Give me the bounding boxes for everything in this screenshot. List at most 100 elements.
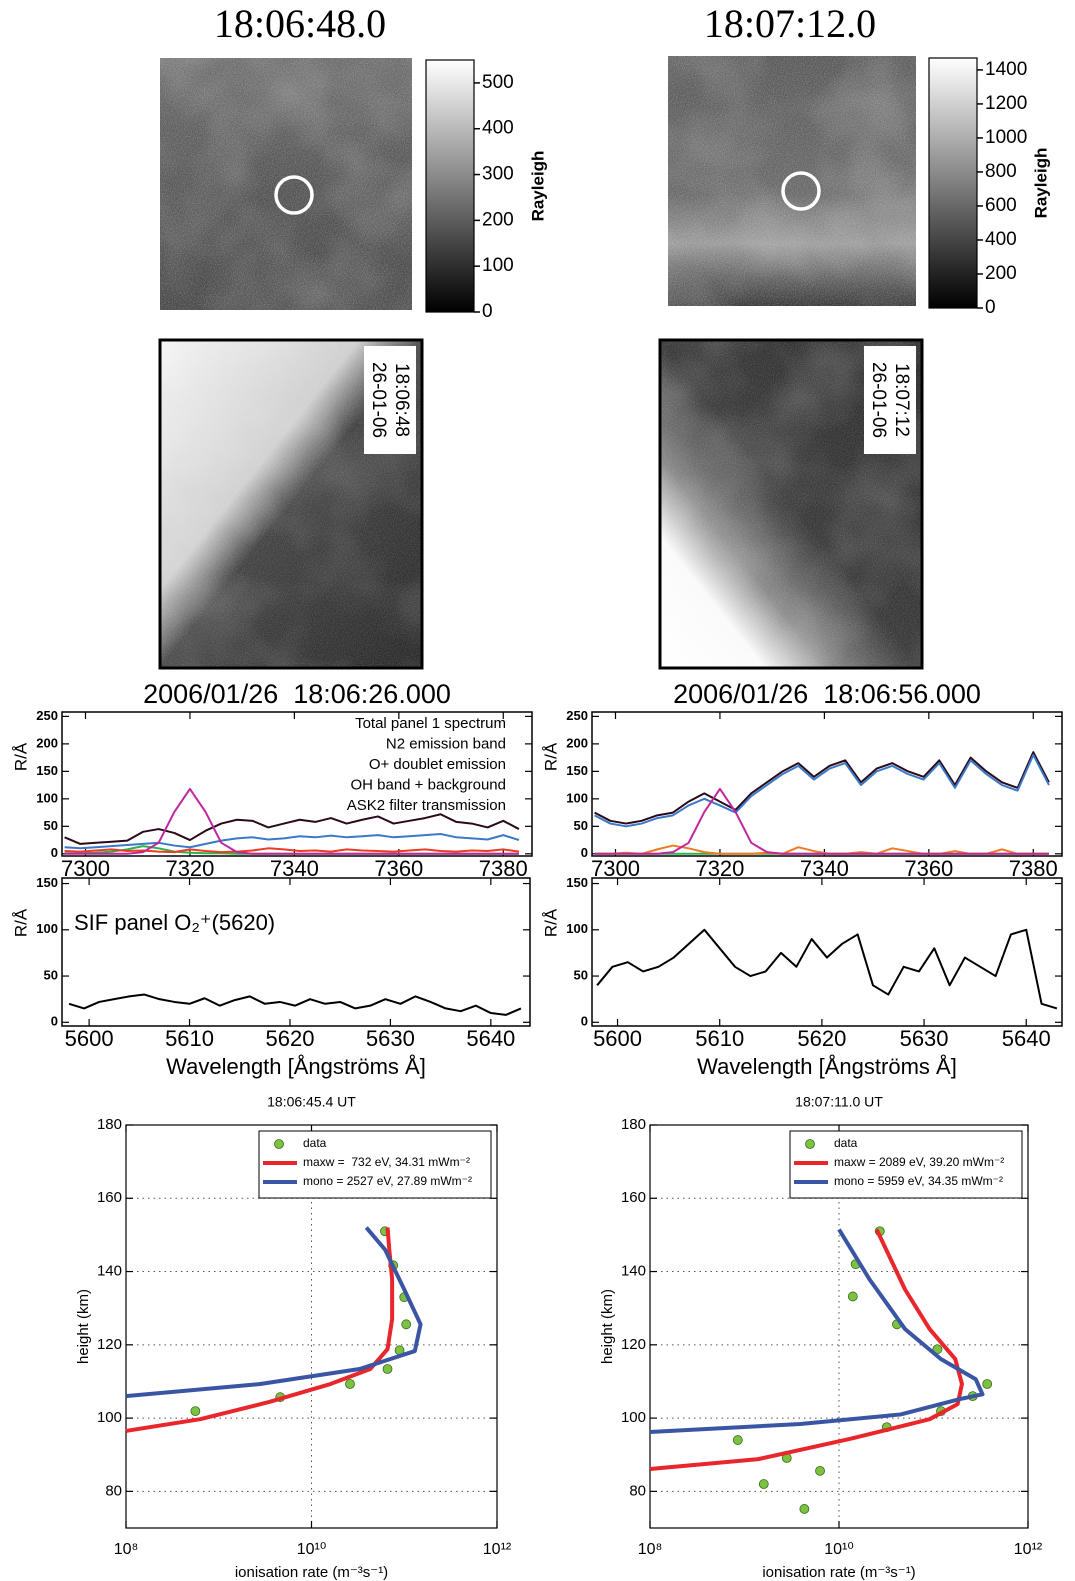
x-tick-label: 5640 [466, 1026, 515, 1051]
y-tick-label: 100 [621, 1409, 646, 1426]
data-line [596, 928, 1058, 1010]
data-point [345, 1379, 355, 1389]
colorbar-tick-label: 200 [482, 209, 514, 230]
timestamp-box [864, 346, 916, 454]
legend-entry: maxw = 732 eV, 34.31 mWm⁻² [303, 1155, 470, 1169]
y-tick-label: 140 [621, 1263, 646, 1280]
y-tick-label: 80 [629, 1482, 646, 1499]
x-axis-label: ionisation rate (m⁻³s⁻¹) [235, 1564, 388, 1581]
y-tick-label: 100 [97, 1409, 122, 1426]
y-tick-label: 200 [566, 735, 588, 750]
y-tick-label: 150 [36, 875, 58, 890]
y-tick-label: 150 [36, 763, 58, 778]
x-tick-label: 7380 [1009, 856, 1058, 881]
y-tick-label: 150 [566, 763, 588, 778]
colorbar-tick-label: 800 [985, 161, 1017, 182]
y-tick-label: 120 [621, 1336, 646, 1353]
x-axis-label: Wavelength [Ångströms Å] [697, 1054, 957, 1079]
colorbar [425, 59, 475, 313]
x-tick-label: 5630 [366, 1026, 415, 1051]
image-panel [668, 56, 916, 306]
colorbar-tick-label: 300 [482, 164, 514, 185]
timestamp-time: 18:06:48 [391, 363, 412, 437]
image-noise [160, 58, 412, 310]
panel-title: 18:07:12.0 [704, 1, 876, 46]
x-tick-label: 7340 [270, 856, 319, 881]
data-point [758, 1479, 769, 1489]
x-tick-label: 7300 [591, 856, 640, 881]
chart-title: 2006/01/26 18:06:26.000 [143, 679, 451, 709]
x-tick-label: 7360 [374, 856, 423, 881]
y-tick-label: 250 [36, 708, 58, 723]
x-tick-label: 5630 [900, 1026, 949, 1051]
image-panel [160, 58, 412, 310]
legend-entry: data [834, 1136, 858, 1150]
x-tick-label: 5620 [797, 1026, 846, 1051]
plot-frame [591, 877, 1063, 1027]
y-tick-label: 100 [36, 921, 58, 936]
y-tick-label: 140 [97, 1263, 122, 1280]
x-tick-label: 5600 [65, 1026, 114, 1051]
y-tick-label: 100 [566, 921, 588, 936]
data-line [64, 847, 520, 854]
data-line [125, 1227, 395, 1433]
data-point [382, 1364, 393, 1374]
chart-title: 18:07:11.0 UT [795, 1094, 883, 1110]
image-noise [668, 56, 916, 306]
data-point [815, 1465, 825, 1476]
legend-entry: mono = 5959 eV, 34.35 mWm⁻² [834, 1174, 1003, 1188]
data-line [594, 751, 1050, 825]
x-tick-label: 5610 [165, 1026, 214, 1051]
colorbar-tick-label: 1000 [985, 127, 1027, 148]
timestamp-date: 26-01-06 [368, 362, 389, 438]
colorbar-tick-label: 100 [482, 255, 514, 276]
y-tick-label: 160 [621, 1189, 646, 1206]
timestamp-box [364, 346, 416, 454]
data-line [68, 993, 522, 1016]
y-tick-label: 150 [566, 875, 588, 890]
x-axis-label: Wavelength [Ångströms Å] [166, 1054, 426, 1079]
data-line [594, 787, 1049, 855]
data-line [64, 833, 520, 850]
annotation: SIF panel O₂⁺(5620) [74, 910, 275, 935]
chart-title: 18:06:45.4 UT [267, 1094, 356, 1110]
y-tick-label: 50 [44, 967, 58, 982]
colorbar-tick-label: 0 [985, 297, 996, 318]
legend-entry: ASK2 filter transmission [347, 797, 506, 814]
legend-entry: mono = 2527 eV, 27.89 mWm⁻² [303, 1174, 472, 1188]
x-tick-label: 10¹² [483, 1541, 512, 1558]
colorbar-tick-label: 0 [482, 301, 493, 322]
x-axis-label: ionisation rate (m⁻³s⁻¹) [762, 1564, 915, 1581]
y-tick-label: 0 [581, 845, 588, 860]
y-tick-label: 100 [36, 790, 58, 805]
x-tick-label: 10¹⁰ [297, 1541, 327, 1558]
x-tick-label: 7300 [61, 856, 110, 881]
plot-frame [649, 1124, 1029, 1529]
x-tick-label: 7380 [479, 856, 528, 881]
colorbar-tick-label: 400 [482, 118, 514, 139]
x-tick-label: 5620 [265, 1026, 314, 1051]
y-tick-label: 80 [105, 1482, 122, 1499]
legend-entry: OH band + background [350, 776, 506, 793]
y-tick-label: 250 [566, 708, 588, 723]
colorbar [928, 57, 978, 309]
x-tick-label: 5600 [593, 1026, 642, 1051]
x-tick-label: 7340 [800, 856, 849, 881]
legend-entry: Total panel 1 spectrum [355, 715, 506, 732]
y-tick-label: 50 [574, 818, 588, 833]
y-tick-label: 50 [44, 818, 58, 833]
legend-entry: maxw = 2089 eV, 39.20 mWm⁻² [834, 1155, 1004, 1169]
x-tick-label: 7320 [165, 856, 214, 881]
x-tick-label: 10¹⁰ [824, 1541, 854, 1558]
legend-swatch [805, 1139, 815, 1149]
timestamp-time: 18:07:12 [891, 363, 912, 437]
colorbar-tick-label: 600 [985, 195, 1017, 216]
data-line [594, 753, 1050, 828]
data-line [125, 1226, 423, 1399]
x-tick-label: 7360 [904, 856, 953, 881]
data-line [64, 787, 519, 855]
image-panel: 26-01-06 18:07:12 [658, 338, 924, 670]
data-line [649, 1228, 964, 1472]
